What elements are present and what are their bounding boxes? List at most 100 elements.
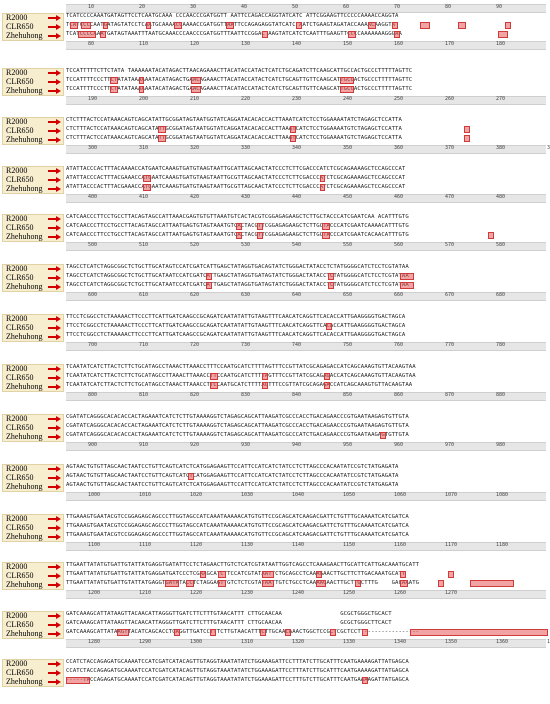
sequence-label: Zhehuhong — [6, 629, 43, 638]
ruler-tick: 80 — [88, 41, 95, 47]
ruler-tick: 1340 — [394, 639, 407, 645]
sequence-row: CGATATCAGGGCACACACCACTAGAAATCATCTCTTGTAA… — [66, 423, 409, 429]
ruler-tick: 850 — [343, 392, 353, 398]
sequence-labels-panel: R2000 CLR650 Zhehuhong — [2, 562, 64, 590]
variant-highlight — [262, 31, 268, 38]
ruler-tick: 660 — [394, 292, 404, 298]
variant-highlight — [236, 232, 242, 239]
variant-highlight — [191, 77, 201, 84]
position-ruler-bottom: 700 710 720 730 740 750 760 770 780 — [66, 342, 546, 351]
variant-highlight — [322, 223, 330, 230]
ruler-tick: 1160 — [394, 542, 407, 548]
ruler-tick: 380 — [496, 145, 506, 151]
ruler-tick: 550 — [343, 242, 353, 248]
ruler-tick: 370 — [445, 145, 455, 151]
ruler-tick: 640 — [292, 292, 302, 298]
variant-highlight — [330, 629, 336, 636]
variant-highlight — [174, 22, 182, 29]
ruler-tick: 620 — [190, 292, 200, 298]
variant-highlight — [322, 232, 330, 239]
sequence-label: CLR650 — [6, 373, 34, 382]
position-ruler-bottom: 80 110 120 130 140 150 160 170 180 — [66, 41, 546, 50]
variant-highlight — [290, 135, 296, 142]
sequence-label: CLR650 — [6, 323, 34, 332]
position-ruler-bottom: 1100 1110 1120 1130 1140 1150 1160 1170 1180 — [66, 542, 546, 551]
ruler-tick: 540 — [292, 242, 302, 248]
red-arrow-icon — [48, 33, 61, 39]
sequence-label: R2000 — [6, 464, 28, 473]
sequence-row: TAGCCTCATCTAGGCGGCTCTGCTTGCATAATCCATCGAT… — [66, 282, 409, 288]
variant-highlight — [110, 86, 118, 93]
sequence-label: Zhehuhong — [6, 482, 43, 491]
sequence-row: ATATTACCCACTTTACGAAACCATGAATCAAAGTGATGTA… — [66, 175, 406, 181]
ruler-tick: 1370 — [547, 639, 550, 645]
ruler-tick: 340 — [292, 145, 302, 151]
red-arrow-icon — [48, 670, 61, 676]
ruler-tick: 1240 — [292, 590, 305, 596]
sequence-label: R2000 — [6, 562, 28, 571]
variant-highlight — [326, 323, 332, 330]
ruler-tick: 810 — [139, 392, 149, 398]
ruler-tick: 710 — [139, 342, 149, 348]
ruler-tick: 680 — [496, 292, 506, 298]
variant-highlight — [438, 580, 444, 587]
red-arrow-icon — [48, 475, 61, 481]
red-arrow-icon — [48, 534, 61, 540]
sequence-label: Zhehuhong — [6, 677, 43, 686]
ruler-tick: 80 — [445, 4, 452, 10]
sequence-row: TAGCCTCATCTAGGCGGCTCTGCTTGCATAGTCCATCGAT… — [66, 264, 409, 270]
ruler-tick: 500 — [88, 242, 98, 248]
variant-highlight — [464, 135, 470, 142]
ruler-tick: 190 — [88, 96, 98, 102]
ruler-tick: 420 — [190, 194, 200, 200]
sequence-row: GATCAAAGCATTATAAGTTACAACATTAGGGTTGATCTTC… — [66, 611, 392, 617]
ruler-tick: 1060 — [394, 492, 407, 498]
red-arrow-icon — [48, 366, 61, 372]
ruler-tick: 240 — [343, 96, 353, 102]
variant-highlight — [143, 175, 151, 182]
ruler-tick: 1050 — [343, 492, 356, 498]
variant-highlight — [340, 77, 354, 84]
ruler-tick: 320 — [190, 145, 200, 151]
variant-highlight — [400, 273, 414, 280]
variant-highlight — [458, 22, 466, 29]
ruler-tick: 1290 — [139, 639, 152, 645]
sequence-label: Zhehuhong — [6, 86, 43, 95]
red-arrow-icon — [48, 88, 61, 94]
sequence-label: CLR650 — [6, 668, 34, 677]
red-arrow-icon — [48, 622, 61, 628]
ruler-tick: 1350 — [445, 639, 458, 645]
variant-highlight — [257, 223, 263, 230]
variant-highlight — [174, 629, 180, 636]
sequence-label: CLR650 — [6, 126, 34, 135]
sequence-label: R2000 — [6, 214, 28, 223]
variant-highlight — [165, 580, 179, 587]
variant-highlight — [400, 580, 408, 587]
variant-highlight — [210, 382, 218, 389]
sequence-labels-panel: R2000 CLR650 Zhehuhong — [2, 659, 64, 687]
variant-highlight — [218, 580, 226, 587]
ruler-tick: 750 — [343, 342, 353, 348]
red-arrow-icon — [48, 15, 61, 21]
ruler-tick: 600 — [88, 292, 98, 298]
variant-highlight — [146, 22, 151, 29]
ruler-tick: 610 — [139, 292, 149, 298]
sequence-label: Zhehuhong — [6, 332, 43, 341]
ruler-tick: 140 — [292, 41, 302, 47]
ruler-tick: 770 — [445, 342, 455, 348]
sequence-labels-panel: R2000 CLR650 Zhehuhong — [2, 68, 64, 96]
ruler-tick: 760 — [394, 342, 404, 348]
position-ruler-top: 10 20 30 40 50 60 70 80 90 — [66, 4, 546, 13]
ruler-tick: 430 — [241, 194, 251, 200]
sequence-label: R2000 — [6, 264, 28, 273]
ruler-tick: 180 — [496, 41, 506, 47]
variant-highlight — [262, 571, 274, 578]
sequence-row: TCAATATCATCTTACTCTTCTGCATAGCCTAAACTTAAAC… — [66, 364, 416, 370]
sequence-label: CLR650 — [6, 423, 34, 432]
ruler-tick: 840 — [292, 392, 302, 398]
sequence-row: CTCTTTACTCCATAAACAGTCAGCATATTGCGGATAGTAA… — [66, 126, 402, 132]
red-arrow-icon — [48, 186, 61, 192]
variant-highlight — [290, 126, 296, 133]
variant-highlight — [320, 175, 325, 182]
sequence-label: CLR650 — [6, 620, 34, 629]
